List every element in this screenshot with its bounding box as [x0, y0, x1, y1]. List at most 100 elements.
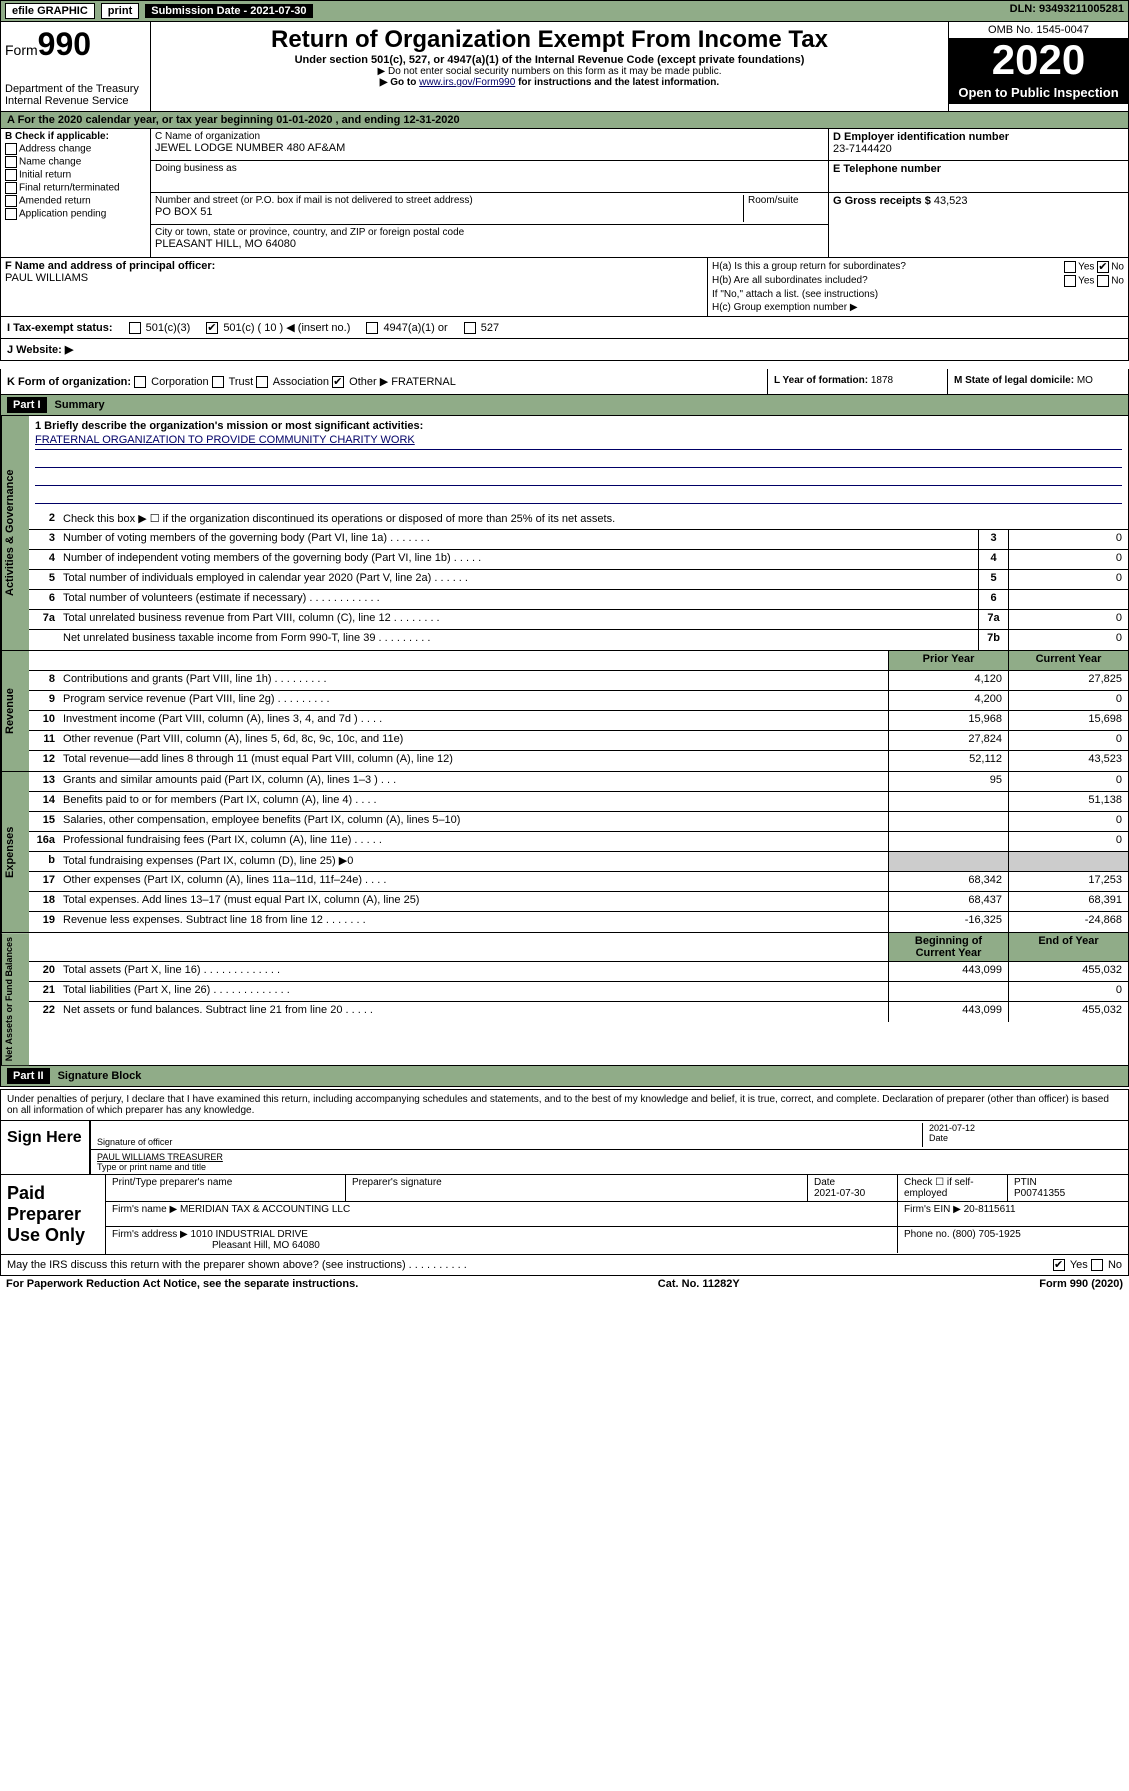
- line-desc: Other revenue (Part VIII, column (A), li…: [59, 731, 888, 750]
- chk-other[interactable]: [332, 376, 344, 388]
- line-desc: Net assets or fund balances. Subtract li…: [59, 1002, 888, 1022]
- line-desc: Total unrelated business revenue from Pa…: [59, 610, 978, 629]
- line-value: 0: [1008, 530, 1128, 549]
- discuss-yes[interactable]: [1053, 1259, 1065, 1271]
- hb-no[interactable]: [1097, 275, 1109, 287]
- sign-here-label: Sign Here: [1, 1121, 91, 1174]
- line-desc: Salaries, other compensation, employee b…: [59, 812, 888, 831]
- city-state-zip: PLEASANT HILL, MO 64080: [155, 238, 296, 250]
- chk-initial-return[interactable]: Initial return: [5, 169, 146, 181]
- current-value: [1008, 852, 1128, 871]
- line-desc: Revenue less expenses. Subtract line 18 …: [59, 912, 888, 932]
- line-desc: Total expenses. Add lines 13–17 (must eq…: [59, 892, 888, 911]
- part1-netassets: Net Assets or Fund Balances Beginning of…: [0, 933, 1129, 1066]
- line-value: 0: [1008, 610, 1128, 629]
- chk-address-change[interactable]: Address change: [5, 143, 146, 155]
- officer-name: PAUL WILLIAMS: [5, 272, 88, 284]
- col-end-year: End of Year: [1008, 933, 1128, 961]
- chk-amended-return[interactable]: Amended return: [5, 195, 146, 207]
- row-a-tax-year: A For the 2020 calendar year, or tax yea…: [0, 112, 1129, 129]
- officer-name-title: PAUL WILLIAMS TREASURER: [97, 1152, 223, 1162]
- current-value: 43,523: [1008, 751, 1128, 771]
- chk-application-pending[interactable]: Application pending: [5, 208, 146, 220]
- section-j-website: J Website: ▶: [0, 339, 1129, 361]
- form-title: Return of Organization Exempt From Incom…: [155, 26, 944, 54]
- part1-expenses: Expenses 13Grants and similar amounts pa…: [0, 772, 1129, 933]
- prior-value: [888, 982, 1008, 1001]
- submission-date: Submission Date - 2021-07-30: [145, 4, 312, 18]
- ptin-value: P00741355: [1014, 1188, 1065, 1199]
- part2-header: Part II Signature Block: [0, 1066, 1129, 1087]
- prior-value: [888, 832, 1008, 851]
- firm-phone: (800) 705-1925: [952, 1229, 1020, 1240]
- revenue-side-label: Revenue: [1, 651, 29, 771]
- ha-yes[interactable]: [1064, 261, 1076, 273]
- line-desc: Professional fundraising fees (Part IX, …: [59, 832, 888, 851]
- form-number: Form990: [5, 26, 146, 63]
- governance-side-label: Activities & Governance: [1, 416, 29, 650]
- prior-value: 27,824: [888, 731, 1008, 750]
- line-desc: Program service revenue (Part VIII, line…: [59, 691, 888, 710]
- hb-yes[interactable]: [1064, 275, 1076, 287]
- dba-label: Doing business as: [155, 163, 824, 174]
- current-value: -24,868: [1008, 912, 1128, 932]
- tax-exempt-label: I Tax-exempt status:: [7, 322, 113, 334]
- chk-final-return[interactable]: Final return/terminated: [5, 182, 146, 194]
- prior-value: 68,437: [888, 892, 1008, 911]
- prior-value: 4,120: [888, 671, 1008, 690]
- signature-block: Under penalties of perjury, I declare th…: [0, 1089, 1129, 1175]
- ha-label: H(a) Is this a group return for subordin…: [712, 261, 906, 273]
- chk-assoc[interactable]: [256, 376, 268, 388]
- org-name: JEWEL LODGE NUMBER 480 AF&AM: [155, 142, 345, 154]
- line-box: 6: [978, 590, 1008, 609]
- room-label: Room/suite: [748, 195, 824, 206]
- efile-button[interactable]: efile GRAPHIC: [5, 3, 95, 19]
- line-desc: Total fundraising expenses (Part IX, col…: [59, 852, 888, 871]
- paid-preparer-block: Paid Preparer Use Only Print/Type prepar…: [0, 1175, 1129, 1255]
- chk-501c3[interactable]: [129, 322, 141, 334]
- mission-label: 1 Briefly describe the organization's mi…: [35, 420, 423, 432]
- line-desc: Investment income (Part VIII, column (A)…: [59, 711, 888, 730]
- firm-name: MERIDIAN TAX & ACCOUNTING LLC: [180, 1204, 350, 1215]
- line-box: 5: [978, 570, 1008, 589]
- prior-value: 443,099: [888, 962, 1008, 981]
- prior-value: [888, 792, 1008, 811]
- part1-revenue: Revenue Prior YearCurrent Year 8Contribu…: [0, 651, 1129, 772]
- current-value: 0: [1008, 691, 1128, 710]
- ha-no[interactable]: [1097, 261, 1109, 273]
- line-desc: Number of voting members of the governin…: [59, 530, 978, 549]
- section-klm: K Form of organization: Corporation Trus…: [0, 369, 1129, 395]
- line-value: 0: [1008, 570, 1128, 589]
- ein-label: D Employer identification number: [833, 131, 1009, 143]
- dept-irs: Internal Revenue Service: [5, 95, 146, 107]
- discuss-no[interactable]: [1091, 1259, 1103, 1271]
- chk-527[interactable]: [464, 322, 476, 334]
- street-label: Number and street (or P.O. box if mail i…: [155, 195, 743, 206]
- expenses-side-label: Expenses: [1, 772, 29, 932]
- chk-corp[interactable]: [134, 376, 146, 388]
- chk-501c[interactable]: [206, 322, 218, 334]
- form-org-label: K Form of organization:: [7, 376, 131, 388]
- chk-self-employed[interactable]: Check ☐ if self-employed: [904, 1177, 974, 1199]
- col-current-year: Current Year: [1008, 651, 1128, 670]
- line-desc: Grants and similar amounts paid (Part IX…: [59, 772, 888, 791]
- prior-value: [888, 852, 1008, 871]
- irs-link[interactable]: www.irs.gov/Form990: [419, 77, 515, 88]
- line-desc: Benefits paid to or for members (Part IX…: [59, 792, 888, 811]
- line-value: 0: [1008, 550, 1128, 569]
- top-bar: efile GRAPHIC print Submission Date - 20…: [0, 0, 1129, 22]
- chk-trust[interactable]: [212, 376, 224, 388]
- current-value: 455,032: [1008, 962, 1128, 981]
- hb-note: If "No," attach a list. (see instruction…: [712, 289, 878, 300]
- prior-value: 4,200: [888, 691, 1008, 710]
- netassets-side-label: Net Assets or Fund Balances: [1, 933, 29, 1065]
- print-button[interactable]: print: [101, 3, 139, 19]
- prior-value: 52,112: [888, 751, 1008, 771]
- chk-4947a1[interactable]: [366, 322, 378, 334]
- col-prior-year: Prior Year: [888, 651, 1008, 670]
- current-value: 0: [1008, 731, 1128, 750]
- part1-governance: Activities & Governance 1 Briefly descri…: [0, 416, 1129, 651]
- chk-name-change[interactable]: Name change: [5, 156, 146, 168]
- line2-text: Check this box ▶ ☐ if the organization d…: [59, 510, 1128, 529]
- hb-label: H(b) Are all subordinates included?: [712, 275, 868, 287]
